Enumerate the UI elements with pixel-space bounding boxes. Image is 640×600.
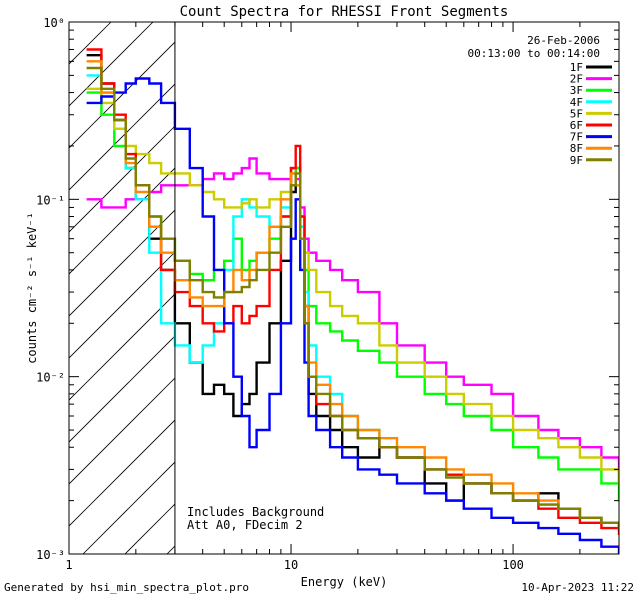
series-line-9F xyxy=(86,66,619,530)
y-tick-label: 10⁻¹ xyxy=(36,193,65,207)
annotation-background: Includes Background xyxy=(187,505,324,519)
legend-label-8F: 8F xyxy=(570,142,583,155)
legend-time-range: 00:13:00 to 00:14:00 xyxy=(468,47,600,60)
legend-label-4F: 4F xyxy=(570,96,583,109)
y-tick-label: 10⁻³ xyxy=(36,548,65,562)
legend-label-7F: 7F xyxy=(570,131,583,144)
chart-title: Count Spectra for RHESSI Front Segments xyxy=(180,4,509,20)
legend-label-9F: 9F xyxy=(570,154,583,167)
hatch-line xyxy=(69,251,175,359)
legend-label-1F: 1F xyxy=(570,61,583,74)
hatch-line xyxy=(82,461,175,554)
hatch-line xyxy=(69,209,175,317)
hatch-line xyxy=(69,22,154,107)
legend-label-2F: 2F xyxy=(570,73,583,86)
legend-label-3F: 3F xyxy=(570,84,583,97)
series-group xyxy=(86,48,619,554)
generated-by-text: Generated by hsi_min_spectra_plot.pro xyxy=(4,581,250,594)
series-line-5F xyxy=(86,87,619,485)
legend-label-6F: 6F xyxy=(570,119,583,132)
x-axis-label: Energy (keV) xyxy=(301,575,388,589)
x-tick-label: 1 xyxy=(65,558,72,572)
hatch-line xyxy=(69,377,175,485)
hatch-line xyxy=(69,419,175,527)
y-tick-label: 10⁰ xyxy=(43,16,65,30)
y-tick-label: 10⁻² xyxy=(36,371,65,385)
timestamp-text: 10-Apr-2023 11:22 xyxy=(521,581,634,594)
plot-frame xyxy=(68,21,620,555)
background-hatch-region xyxy=(69,22,175,554)
y-axis-label: counts cm⁻² s⁻¹ keV⁻¹ xyxy=(25,212,39,364)
x-tick-label: 10 xyxy=(284,558,298,572)
legend-date: 26-Feb-2006 xyxy=(527,34,600,47)
hatch-line xyxy=(69,83,175,191)
series-line-2F xyxy=(86,157,619,485)
hatch-line xyxy=(69,41,175,149)
series-line-6F xyxy=(86,48,619,535)
axis-ticks: 1 10 100 10⁰ 10⁻¹ 10⁻² 10⁻³ xyxy=(36,16,620,572)
legend-label-5F: 5F xyxy=(570,107,583,120)
x-tick-label: 100 xyxy=(502,558,524,572)
annotation-attenuator: Att A0, FDecim 2 xyxy=(187,518,303,532)
series-line-7F xyxy=(86,77,619,554)
